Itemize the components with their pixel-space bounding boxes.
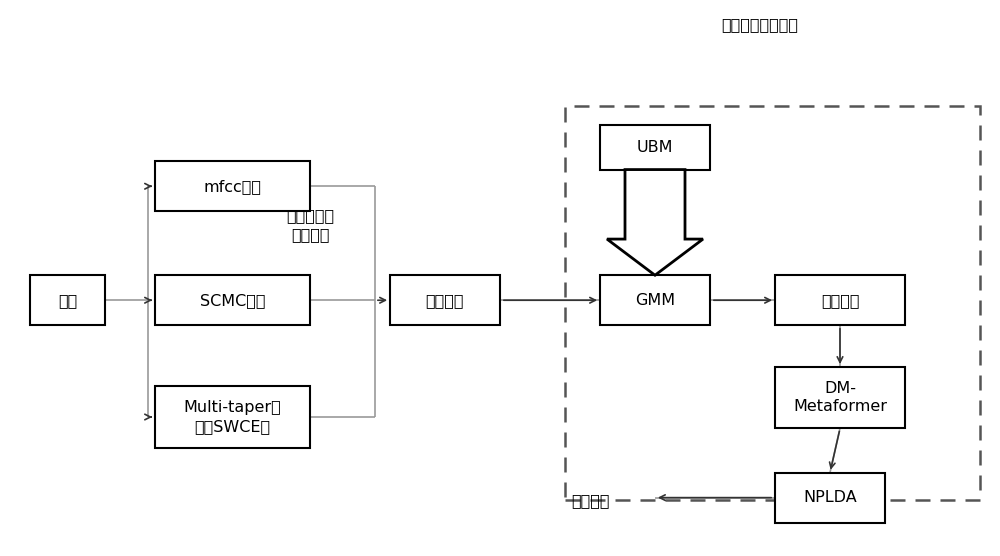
Text: UBM: UBM [637, 140, 673, 155]
Text: 统计特征参数提取: 统计特征参数提取 [722, 18, 798, 32]
Text: mfcc特征: mfcc特征 [204, 179, 262, 193]
FancyBboxPatch shape [775, 473, 885, 523]
Text: NPLDA: NPLDA [803, 490, 857, 505]
FancyBboxPatch shape [155, 161, 310, 211]
FancyBboxPatch shape [775, 275, 905, 325]
Polygon shape [607, 170, 703, 275]
Text: 融合特征: 融合特征 [426, 293, 464, 307]
Text: SCMC特征: SCMC特征 [200, 293, 265, 307]
Text: Multi-taper特
征（SWCE）: Multi-taper特 征（SWCE） [184, 400, 281, 434]
Text: 等权重线性
分数融合: 等权重线性 分数融合 [286, 208, 334, 242]
FancyBboxPatch shape [155, 275, 310, 325]
FancyBboxPatch shape [775, 367, 905, 428]
FancyBboxPatch shape [600, 125, 710, 170]
FancyBboxPatch shape [600, 275, 710, 325]
Text: 统计特征: 统计特征 [821, 293, 859, 307]
Text: GMM: GMM [635, 293, 675, 307]
FancyBboxPatch shape [30, 275, 105, 325]
Text: 识别结果: 识别结果 [571, 493, 609, 508]
FancyBboxPatch shape [155, 386, 310, 448]
Text: 语音: 语音 [58, 293, 77, 307]
Text: DM-
Metaformer: DM- Metaformer [793, 381, 887, 414]
FancyBboxPatch shape [390, 275, 500, 325]
